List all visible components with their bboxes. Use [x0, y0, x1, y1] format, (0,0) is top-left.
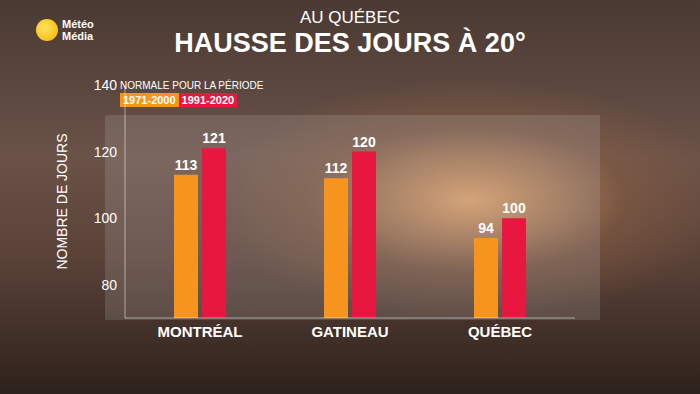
html-text:Météo: Météo	[62, 18, 94, 30]
svg-text:140: 140	[94, 77, 118, 93]
svg-text:112: 112	[325, 160, 348, 176]
svg-text:GATINEAU: GATINEAU	[311, 323, 388, 340]
svg-text:80: 80	[101, 277, 117, 293]
html-text:NORMALE POUR LA PÉRIODE: NORMALE POUR LA PÉRIODE	[120, 80, 264, 91]
svg-text:120: 120	[94, 144, 118, 160]
html-text:1971-2000: 1971-2000	[123, 94, 176, 106]
html-text:HAUSSE DES JOURS À 20°: HAUSSE DES JOURS À 20°	[174, 28, 526, 58]
html-text:AU QUÉBEC: AU QUÉBEC	[299, 8, 401, 27]
svg-text:121: 121	[202, 130, 226, 146]
html-text:1991-2020: 1991-2020	[181, 94, 235, 106]
svg-text:MONTRÉAL: MONTRÉAL	[158, 323, 243, 340]
html-text:Média: Média	[62, 30, 94, 42]
svg-text:120: 120	[352, 134, 376, 150]
svg-text:QUÉBEC: QUÉBEC	[468, 323, 532, 340]
svg-text:100: 100	[502, 200, 526, 216]
svg-text:94: 94	[478, 220, 494, 236]
svg-text:100: 100	[94, 210, 118, 226]
svg-text:NOMBRE DE JOURS: NOMBRE DE JOURS	[54, 133, 70, 269]
svg-text:113: 113	[175, 157, 198, 173]
